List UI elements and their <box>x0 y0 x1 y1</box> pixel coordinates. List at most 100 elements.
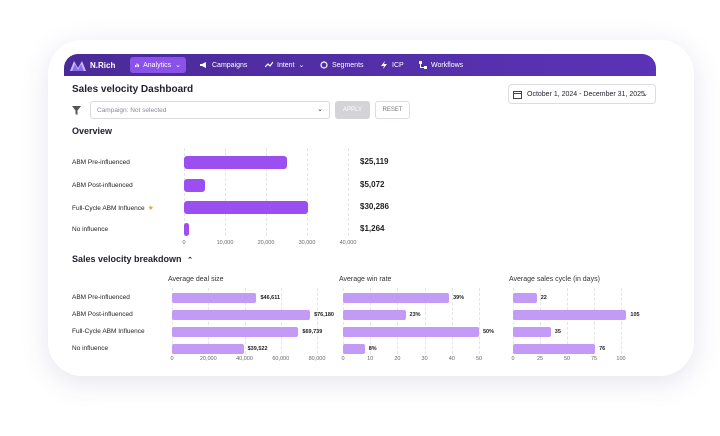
value-label: $39,522 <box>247 346 268 352</box>
workflow-icon <box>419 61 427 69</box>
grid-line <box>397 288 399 354</box>
apply-button[interactable]: APPLY <box>335 101 370 119</box>
x-tick-label: 10,000 <box>216 240 234 246</box>
bar <box>513 344 596 354</box>
x-tick-label: 50 <box>563 356 571 362</box>
value-label: 8% <box>368 346 377 352</box>
reset-button[interactable]: RESET <box>375 101 410 119</box>
category-label: Full-Cycle ABM Influence ★ <box>72 205 154 212</box>
grid-line <box>317 288 318 354</box>
x-tick-label: 20 <box>394 356 401 362</box>
value-label: $46,611 <box>260 295 281 301</box>
bar <box>184 223 190 236</box>
value-label: 39% <box>453 295 465 301</box>
calendar-icon <box>513 90 522 99</box>
row-label: No influence <box>72 345 109 352</box>
bolt-icon <box>381 61 387 69</box>
top-nav: N.Rich Analytics ⌄ Campaigns Intent ⌄ Se… <box>64 54 656 76</box>
grid-line <box>266 148 267 236</box>
x-tick-label: 25 <box>536 356 544 362</box>
value-label: $5,072 <box>360 180 385 189</box>
bar <box>343 344 365 354</box>
grid-line <box>451 288 453 354</box>
category-label: ABM Post-influenced <box>72 182 133 189</box>
x-tick-label: 30,000 <box>298 240 316 246</box>
grid-line <box>343 288 344 354</box>
x-tick-label: 20,000 <box>257 240 275 246</box>
grid-line <box>225 148 226 236</box>
date-range-picker[interactable]: October 1, 2024 - December 31, 2025 ⌄ <box>508 84 656 104</box>
grid-line <box>280 288 282 354</box>
bar <box>172 327 299 337</box>
row-label: ABM Post-influenced <box>72 311 133 318</box>
nav-campaigns[interactable]: Campaigns <box>195 57 252 73</box>
nav-workflows[interactable]: Workflows <box>414 57 468 73</box>
x-tick-label: 0 <box>511 356 515 362</box>
logo-icon <box>70 60 86 71</box>
megaphone-icon <box>200 62 206 68</box>
value-label: 35 <box>554 329 561 335</box>
category-label: ABM Pre-influenced <box>72 159 130 166</box>
category-label: No influence <box>72 226 109 233</box>
x-tick-label: 0 <box>170 356 174 362</box>
value-label: 105 <box>630 312 640 318</box>
grid-line <box>513 288 514 354</box>
logo-text: N.Rich <box>90 60 116 70</box>
chevron-down-icon: ⌄ <box>642 91 648 98</box>
nav-workflows-label: Workflows <box>431 61 464 69</box>
bar <box>513 293 537 303</box>
nav-icp[interactable]: ICP <box>375 57 409 73</box>
logo[interactable]: N.Rich <box>70 58 115 72</box>
bar-chart-icon <box>135 63 140 68</box>
grid-line <box>307 148 308 236</box>
overview-title: Overview <box>72 126 113 136</box>
bar <box>513 327 551 337</box>
grid-line <box>567 288 568 354</box>
star-icon: ★ <box>147 205 154 212</box>
chart-title: Average deal size <box>168 276 224 283</box>
nav-intent-label: Intent <box>277 61 295 69</box>
x-tick-label: 40,000 <box>236 356 253 362</box>
value-label: $30,286 <box>360 202 389 211</box>
grid-line <box>594 288 595 354</box>
x-tick-label: 100 <box>616 356 626 362</box>
grid-line <box>348 148 349 236</box>
chevron-down-icon: ⌄ <box>298 62 305 69</box>
value-label: 23% <box>409 312 421 318</box>
filter-icon <box>72 106 81 115</box>
value-label: $25,119 <box>360 157 389 166</box>
row-label: ABM Pre-influenced <box>72 294 130 301</box>
campaign-select-value: Campaign: Not selected <box>97 106 167 114</box>
x-tick-label: 50 <box>475 356 483 362</box>
bar <box>343 310 406 320</box>
value-label: 50% <box>483 329 495 335</box>
breakdown-title[interactable]: Sales velocity breakdown ⌃ <box>72 254 193 264</box>
value-label: 22 <box>540 295 547 301</box>
chart-title: Average win rate <box>339 276 392 283</box>
nav-segments-label: Segments <box>332 61 364 69</box>
row-label: Full-Cycle ABM Influence <box>72 328 145 335</box>
x-tick-label: 40 <box>448 356 455 362</box>
x-tick-label: 0 <box>182 240 186 246</box>
x-tick-label: 75 <box>590 356 598 362</box>
campaign-select[interactable]: Campaign: Not selected ⌄ <box>90 101 330 119</box>
nav-analytics[interactable]: Analytics ⌄ <box>130 57 186 73</box>
breakdown-title-label: Sales velocity breakdown <box>72 254 182 264</box>
grid-line <box>244 288 246 354</box>
bar <box>343 327 479 337</box>
trend-icon <box>265 61 273 68</box>
x-tick-label: 10 <box>367 356 374 362</box>
page-title: Sales velocity Dashboard <box>72 84 194 95</box>
chevron-down-icon: ⌄ <box>175 62 181 69</box>
nav-analytics-label: Analytics <box>143 61 172 69</box>
grid-line <box>621 288 622 354</box>
grid-line <box>370 288 372 354</box>
grid-line <box>424 288 426 354</box>
bar <box>343 293 450 303</box>
nav-segments[interactable]: Segments <box>315 57 369 73</box>
grid-line <box>540 288 541 354</box>
nav-intent[interactable]: Intent ⌄ <box>260 57 309 73</box>
chevron-down-icon: ⌄ <box>317 106 323 113</box>
chart-title: Average sales cycle (in days) <box>509 276 600 283</box>
x-tick-label: 0 <box>341 356 345 362</box>
